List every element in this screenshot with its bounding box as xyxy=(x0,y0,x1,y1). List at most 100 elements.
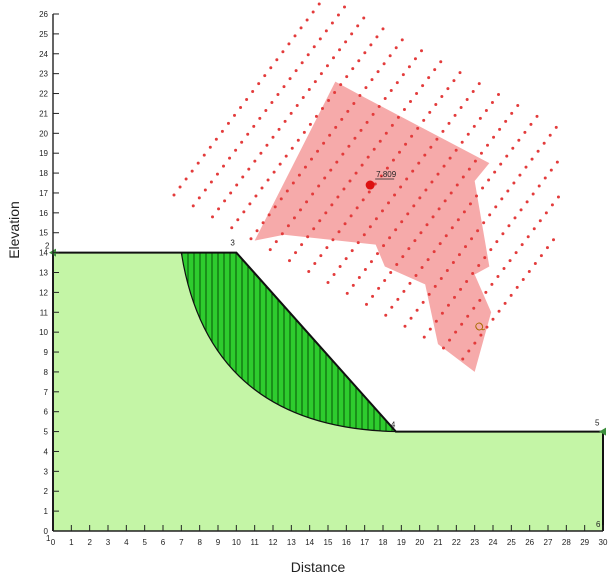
grid-dot xyxy=(284,154,288,158)
grid-dot xyxy=(410,134,414,138)
search-zone-shade xyxy=(254,81,492,372)
grid-dot xyxy=(504,119,508,123)
grid-dot xyxy=(478,298,482,302)
grid-dot xyxy=(300,61,304,65)
grid-dot xyxy=(472,124,476,128)
grid-dot xyxy=(477,264,481,268)
grid-dot xyxy=(498,127,502,131)
x-tick-label: 23 xyxy=(470,538,479,547)
x-tick-label: 27 xyxy=(544,538,553,547)
grid-dot xyxy=(453,295,456,299)
x-tick-label: 20 xyxy=(415,538,424,547)
grid-dot xyxy=(456,218,460,222)
grid-dot xyxy=(295,103,299,107)
grid-dot xyxy=(482,221,486,225)
grid-dot xyxy=(401,73,405,77)
grid-dot xyxy=(252,124,256,128)
grid-dot xyxy=(514,251,518,255)
grid-dot xyxy=(365,120,369,124)
grid-dot xyxy=(400,220,404,224)
grid-dot xyxy=(484,108,488,112)
grid-dot xyxy=(336,195,340,199)
grid-dot xyxy=(429,145,433,149)
grid-dot xyxy=(505,154,509,158)
grid-dot xyxy=(430,180,434,184)
grid-dot xyxy=(343,5,346,9)
grid-dot xyxy=(297,173,301,177)
grid-dot xyxy=(458,71,462,75)
slip-mass xyxy=(180,252,398,433)
grid-dot xyxy=(481,186,485,190)
grid-dot xyxy=(393,193,397,197)
grid-dot xyxy=(317,2,321,6)
x-tick-label: 29 xyxy=(580,538,589,547)
grid-dot xyxy=(486,143,489,147)
grid-dot xyxy=(251,90,255,94)
grid-dot xyxy=(503,301,507,305)
grid-dot xyxy=(369,260,373,264)
x-tick-label: 14 xyxy=(305,538,314,547)
grid-dot xyxy=(428,110,432,114)
point-label-6: 6 xyxy=(596,520,601,529)
grid-dot xyxy=(421,84,425,88)
grid-dot xyxy=(402,289,406,293)
grid-dot xyxy=(447,121,451,125)
grid-dot xyxy=(196,161,200,165)
grid-dot xyxy=(233,113,236,117)
x-tick-label: 9 xyxy=(216,538,221,547)
grid-dot xyxy=(554,125,558,129)
grid-dot xyxy=(460,140,464,144)
grid-dot xyxy=(467,167,471,171)
grid-dot xyxy=(549,168,553,172)
grid-dot xyxy=(389,89,393,93)
grid-dot xyxy=(544,211,548,215)
grid-dot xyxy=(288,259,291,263)
grid-dot xyxy=(537,184,541,188)
grid-dot xyxy=(452,79,456,83)
grid-dot xyxy=(487,178,491,182)
grid-dot xyxy=(473,159,477,163)
grid-dot xyxy=(476,229,480,233)
grid-dot xyxy=(263,74,267,78)
grid-dot xyxy=(357,275,361,279)
grid-dot xyxy=(324,211,328,215)
grid-dot xyxy=(382,244,386,248)
grid-dot xyxy=(542,141,546,145)
grid-dot xyxy=(488,213,492,217)
grid-dot xyxy=(409,99,412,103)
grid-dot xyxy=(455,183,459,187)
grid-dot xyxy=(370,78,374,82)
grid-dot xyxy=(356,241,360,245)
grid-dot xyxy=(478,116,482,120)
grid-dot xyxy=(473,341,477,345)
grid-dot xyxy=(550,203,554,207)
grid-dot xyxy=(267,213,271,217)
grid-dot xyxy=(367,190,371,194)
grid-dot xyxy=(294,69,298,73)
grid-dot xyxy=(464,245,467,249)
grid-dot xyxy=(202,153,206,157)
grid-dot xyxy=(209,180,213,184)
grid-dot xyxy=(434,102,438,106)
x-tick-label: 8 xyxy=(197,538,202,547)
grid-dot xyxy=(471,271,475,275)
grid-dot xyxy=(305,200,309,204)
grid-dot xyxy=(390,123,394,127)
grid-dot xyxy=(495,240,499,244)
y-tick-label: 21 xyxy=(39,109,48,118)
grid-dot xyxy=(282,85,286,89)
grid-dot xyxy=(530,157,534,161)
grid-dot xyxy=(361,198,365,202)
grid-dot xyxy=(526,235,530,239)
grid-dot xyxy=(223,199,227,203)
grid-dot xyxy=(527,270,531,274)
grid-dot xyxy=(239,105,243,109)
grid-dot xyxy=(442,346,445,350)
grid-dot xyxy=(342,187,346,191)
grid-dot xyxy=(501,232,505,236)
y-tick-label: 24 xyxy=(39,50,48,59)
grid-dot xyxy=(264,108,268,112)
x-tick-label: 24 xyxy=(489,538,498,547)
grid-dot xyxy=(316,149,320,153)
y-tick-label: 23 xyxy=(39,70,48,79)
